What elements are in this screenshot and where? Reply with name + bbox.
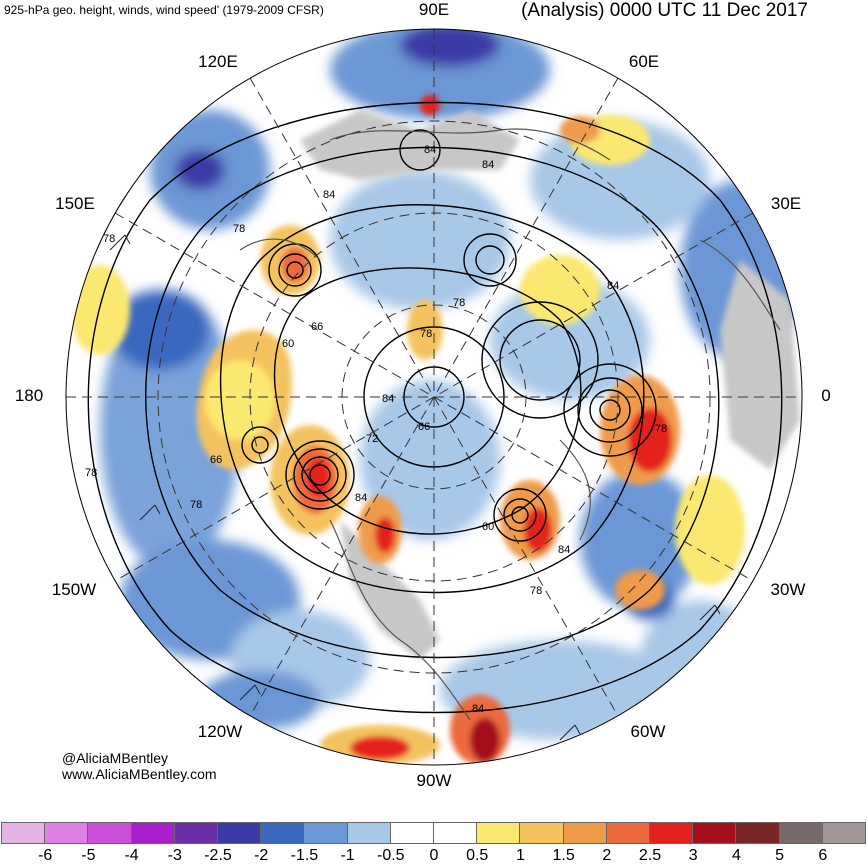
contour-label: 60 — [282, 338, 294, 350]
colorbar-swatch — [692, 822, 737, 844]
colorbar-swatch — [821, 822, 867, 844]
contour-label: 84 — [323, 189, 335, 201]
colorbar-tick-label: -2 — [254, 847, 269, 864]
contour-label: 60 — [482, 521, 494, 533]
colorbar-tick-label: -5 — [81, 847, 96, 864]
masked-terrain — [300, 110, 800, 660]
colorbar-tick-label: 2.5 — [638, 847, 662, 864]
colorbar-tick-label: 2 — [602, 847, 612, 864]
lon-label-30w: 30W — [770, 580, 806, 599]
contour-label: 84 — [482, 159, 494, 171]
map-subtitle: 925-hPa geo. height, winds, wind speed' … — [4, 3, 324, 17]
lon-label-180: 180 — [14, 386, 44, 405]
colorbar-swatch — [303, 822, 348, 844]
colorbar-tick-label: 5 — [775, 847, 785, 864]
colorbar-tick-label: 4 — [731, 847, 741, 864]
contour-label: 78 — [420, 328, 432, 340]
colorbar-tick-label: 0 — [429, 847, 439, 864]
colorbar-swatch — [476, 822, 521, 844]
colorbar-ticks: -6 -5 -4 -3 -2.5 -2 -1.5 -1 -0.5 0 0.5 1 1.5 2 2.5 3 4 5 6 — [2, 847, 866, 865]
contour-label: 84 — [472, 703, 484, 715]
lon-label-120w: 120W — [197, 722, 243, 741]
contour-label: 84 — [558, 544, 570, 556]
contour-label: 78 — [530, 585, 542, 597]
colorbar-swatch — [605, 822, 651, 844]
graticule — [66, 29, 802, 765]
colorbar-tick-label: -1.5 — [290, 847, 319, 864]
colorbar-swatch — [735, 822, 780, 844]
colorbar-swatch — [130, 822, 175, 844]
contour-label: 78 — [103, 233, 115, 245]
lon-label-0: 0 — [821, 386, 831, 405]
colorbar — [1, 822, 867, 844]
contour-label: 66 — [418, 421, 430, 433]
credit-website: www.AliciaMBentley.com — [62, 766, 217, 782]
colorbar-tick-label: 3 — [688, 847, 698, 864]
colorbar-tick-label: -6 — [38, 847, 53, 864]
colorbar-swatch — [44, 822, 89, 844]
contour-label: 84 — [607, 280, 619, 292]
colorbar-swatch — [389, 822, 435, 844]
contour-label: 78 — [655, 423, 667, 435]
colorbar-swatch — [649, 822, 694, 844]
lon-label-150w: 150W — [51, 580, 97, 599]
polar-map: 84 84 84 78 78 66 60 78 84 66 72 84 78 7… — [65, 28, 803, 766]
colorbar-tick-label: -0.5 — [377, 847, 405, 864]
wind-barbs — [109, 204, 781, 741]
contour-labels: 84 84 84 78 78 66 60 78 84 66 72 84 78 7… — [85, 144, 667, 715]
contour-label: 84 — [382, 393, 394, 405]
colorbar-tick-label: -3 — [167, 847, 182, 864]
colorbar-swatch — [1, 822, 46, 844]
credit-handle: @AliciaMBentley — [62, 750, 169, 766]
colorbar-swatch — [173, 822, 219, 844]
colorbar-swatch — [217, 822, 262, 844]
contour-label: 72 — [366, 433, 378, 445]
positive-anomaly-fields — [70, 95, 745, 765]
contour-label: 84 — [424, 144, 436, 156]
map-title: (Analysis) 0000 UTC 11 Dec 2017 — [521, 0, 808, 21]
contour-label: 66 — [210, 454, 222, 466]
colorbar-tick-label: 1.5 — [552, 847, 575, 864]
colorbar-swatch — [433, 822, 478, 844]
contour-label: 66 — [311, 321, 323, 333]
colorbar-tick-label: 0.5 — [466, 847, 489, 864]
lon-label-90w: 90W — [416, 771, 452, 790]
colorbar-tick-label: -1 — [340, 847, 355, 864]
contour-label: 78 — [85, 467, 97, 479]
contour-label: 78 — [453, 297, 465, 309]
colorbar-swatch — [260, 822, 305, 844]
colorbar-swatch — [778, 822, 823, 844]
contour-label: 78 — [233, 223, 245, 235]
lon-label-60w: 60W — [630, 722, 666, 741]
contour-label: 78 — [190, 499, 202, 511]
lon-label-150e: 150E — [55, 194, 95, 213]
map-boundary — [65, 28, 803, 766]
colorbar-swatch — [87, 822, 132, 844]
colorbar-swatch — [519, 822, 564, 844]
colorbar-tick-label: 6 — [818, 847, 828, 864]
colorbar-swatch — [346, 822, 391, 844]
contour-label: 84 — [355, 492, 367, 504]
colorbar-tick-label: 1 — [515, 847, 525, 864]
colorbar-tick-label: -2.5 — [204, 847, 232, 864]
lon-label-90e: 90E — [418, 0, 450, 19]
lon-label-120e: 120E — [198, 52, 238, 71]
lon-label-60e: 60E — [628, 52, 660, 71]
lon-label-30e: 30E — [770, 194, 802, 213]
colorbar-tick-label: -4 — [124, 847, 139, 864]
colorbar-swatch — [562, 822, 607, 844]
